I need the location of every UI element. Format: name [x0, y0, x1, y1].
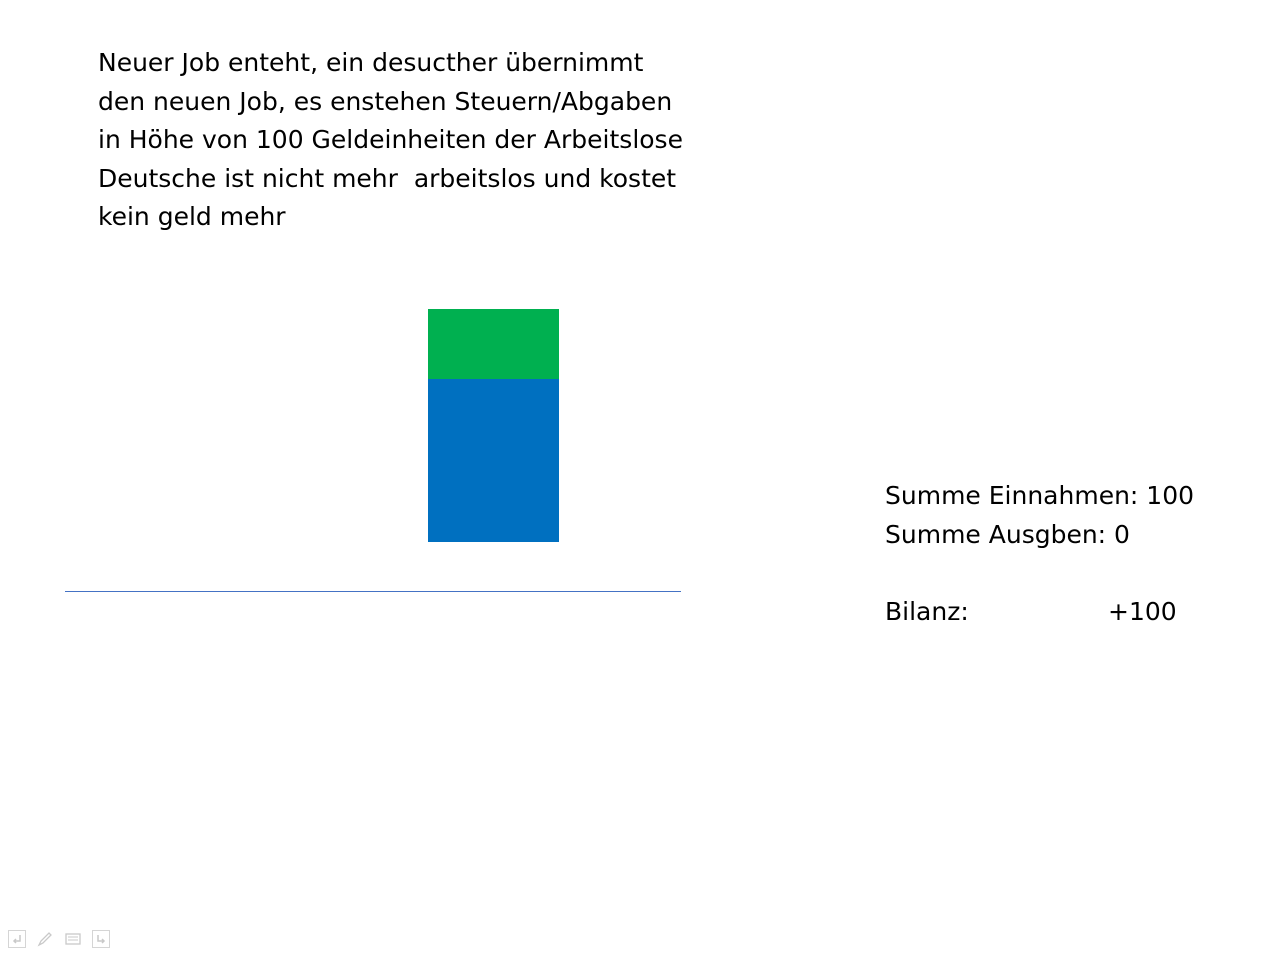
summe-einnahmen-text: Summe Einnahmen: 100: [885, 481, 1195, 510]
bilanz-value: +100: [1108, 596, 1177, 626]
description-line-5: kein geld mehr: [98, 202, 286, 231]
description-text: Neuer Job enteht, ein desucther übernimm…: [98, 44, 738, 237]
summary-block: Summe Einnahmen: 100 Summe Ausgben: 0 Bi…: [885, 477, 1265, 631]
slideshow-controls: [8, 930, 110, 948]
bilanz-label: Bilanz:: [885, 596, 969, 626]
forward-arrow-icon[interactable]: [92, 930, 110, 948]
green-bar-segment: [428, 309, 559, 379]
description-line-2: den neuen Job, es enstehen Steuern/Abgab…: [98, 86, 673, 116]
bilanz-row: Bilanz: +100: [885, 593, 1265, 632]
menu-icon[interactable]: [64, 930, 82, 948]
summe-ausgaben-text: Summe Ausgben: 0: [885, 519, 1130, 549]
stacked-bar: [428, 309, 559, 542]
back-arrow-icon[interactable]: [8, 930, 26, 948]
description-line-1: Neuer Job enteht, ein desucther übernimm…: [98, 48, 644, 77]
blue-bar-segment: [428, 379, 559, 542]
baseline-line: [65, 591, 681, 592]
description-line-3: in Höhe von 100 Geldeinheiten der Arbeit…: [98, 125, 683, 154]
pen-icon[interactable]: [36, 930, 54, 948]
description-line-4: Deutsche ist nicht mehr arbeitslos und k…: [98, 163, 677, 193]
summary-spacer: [885, 554, 1265, 593]
